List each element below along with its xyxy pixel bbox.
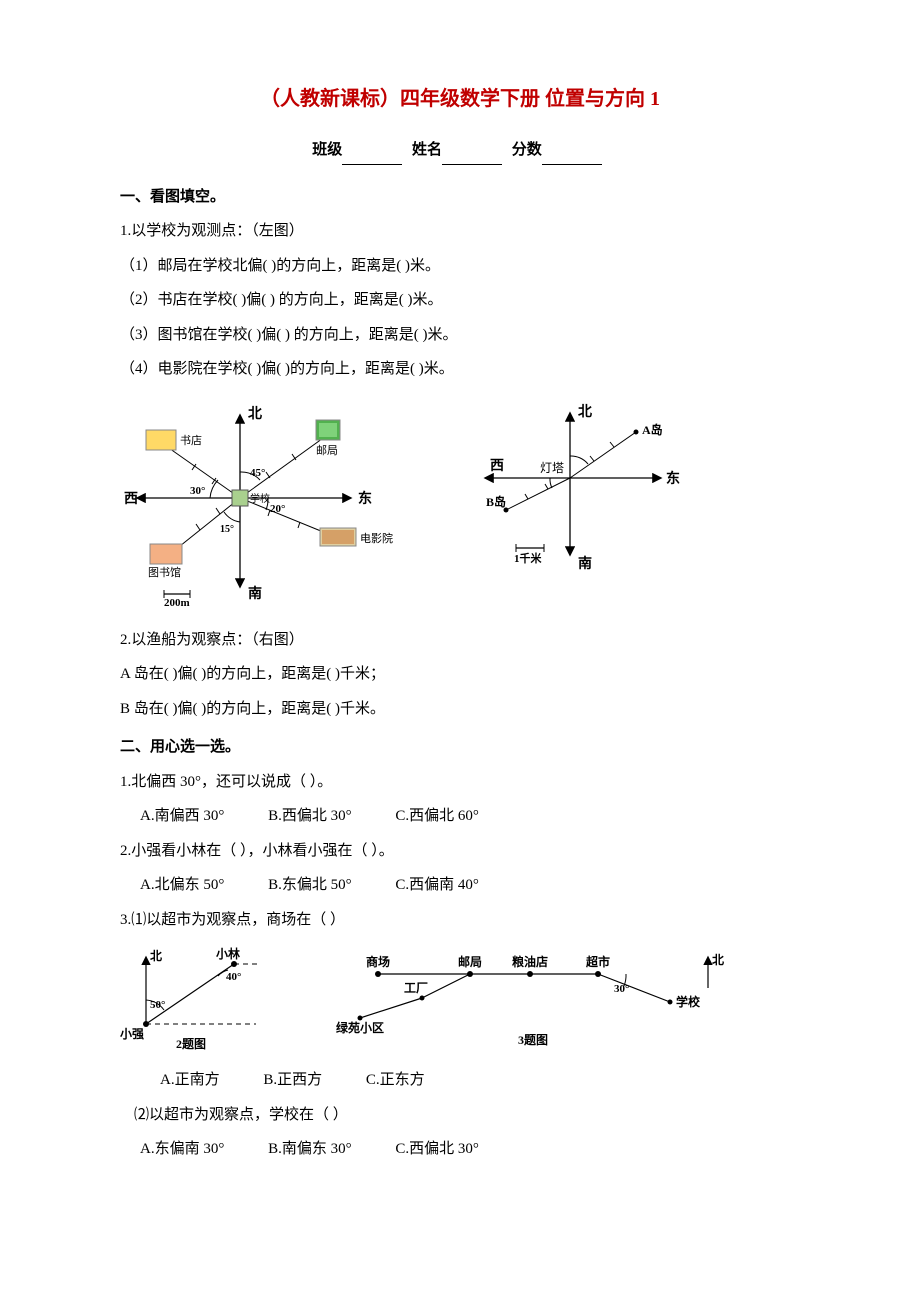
q2-intro: 2.以渔船为观察点：（右图） (120, 626, 800, 655)
fig1-south-label: 南 (248, 585, 262, 602)
figure-3: 北 小强 小林 50° 40° 2题图 (120, 944, 290, 1052)
name-label: 姓名 (412, 142, 442, 158)
name-blank[interactable] (442, 164, 502, 165)
fig1-west-label: 西 (124, 491, 138, 507)
score-blank[interactable] (542, 164, 602, 165)
fig3-xq: 小强 (120, 1026, 144, 1041)
class-blank[interactable] (342, 164, 402, 165)
s2-q2-A: A.北偏东 50° (140, 871, 224, 900)
fig1-library-label: 图书馆 (148, 565, 181, 579)
meta-line: 班级 姓名 分数 (120, 136, 800, 165)
fig2-south-label: 南 (578, 555, 592, 572)
fig4-liangyou: 粮油店 (512, 954, 548, 969)
q2-a: A 岛在( )偏( )的方向上，距离是( )千米； (120, 660, 800, 689)
q1-2: （2）书店在学校( )偏( ) 的方向上，距离是( )米。 (120, 286, 800, 315)
s2-q1-B: B.西偏北 30° (268, 802, 352, 831)
fig1-angle-45: 45° (250, 467, 265, 479)
s2-q1: 1.北偏西 30°，还可以说成（ ）。 (120, 768, 800, 797)
s2-q2-B: B.东偏北 50° (268, 871, 352, 900)
s2-q2: 2.小强看小林在（ ），小林看小强在（ ）。 (120, 837, 800, 866)
s2-q3-2-choices: A.东偏南 30° B.南偏东 30° C.西偏北 30° (140, 1135, 800, 1164)
figures-row-2: 北 小强 小林 50° 40° 2题图 (120, 944, 800, 1052)
fig1-angle-30: 30° (190, 485, 205, 497)
s2-q3-2-C: C.西偏北 30° (395, 1135, 479, 1164)
figure-1: 北 南 东 西 30° 45° 20° 15° 书店 (120, 398, 400, 608)
s2-q2-choices: A.北偏东 50° B.东偏北 50° C.西偏南 40° (140, 871, 800, 900)
fig1-angle-15: 15° (220, 524, 234, 535)
q1-intro: 1.以学校为观测点：（左图） (120, 217, 800, 246)
fig2-a-label: A岛 (642, 422, 663, 437)
s2-q2-C: C.西偏南 40° (395, 871, 479, 900)
fig4-lvyuan: 绿苑小区 (336, 1020, 384, 1035)
s2-q3: 3.⑴以超市为观察点，商场在（ ） (120, 906, 800, 935)
s2-q3-2-B: B.南偏东 30° (268, 1135, 352, 1164)
s2-q3-1-choices: A.正南方 B.正西方 C.正东方 (160, 1066, 800, 1095)
fig1-cinema-label: 电影院 (360, 531, 393, 545)
score-label: 分数 (512, 142, 542, 158)
fig1-east-label: 东 (358, 490, 372, 507)
fig1-bookstore-label: 书店 (180, 433, 202, 447)
fig4-xuexiao: 学校 (676, 994, 701, 1009)
s2-q1-A: A.南偏西 30° (140, 802, 224, 831)
section1-heading: 一、看图填空。 (120, 183, 800, 212)
q1-3: （3）图书馆在学校( )偏( ) 的方向上，距离是( )米。 (120, 321, 800, 350)
figures-row-1: 北 南 东 西 30° 45° 20° 15° 书店 (120, 398, 800, 608)
fig3-north: 北 (150, 948, 162, 963)
fig3-a50: 50° (150, 999, 165, 1011)
fig3-a40: 40° (226, 971, 241, 983)
s2-q3-1-C: C.正东方 (366, 1066, 425, 1095)
fig1-angle-20: 20° (270, 503, 285, 515)
fig4-shangchang: 商场 (366, 954, 390, 969)
q1-4: （4）电影院在学校( )偏( )的方向上，距离是( )米。 (120, 355, 800, 384)
fig2-west-label: 西 (490, 458, 504, 474)
fig2-b-label: B岛 (486, 494, 506, 509)
section2-heading: 二、用心选一选。 (120, 733, 800, 762)
fig1-scale-label: 200m (164, 597, 190, 608)
fig2-scale-label: 1千米 (514, 551, 542, 565)
s2-q3-2: ⑵以超市为观察点，学校在（ ） (134, 1101, 800, 1130)
s2-q1-choices: A.南偏西 30° B.西偏北 30° C.西偏北 60° (140, 802, 800, 831)
s2-q3-1-A: A.正南方 (160, 1066, 220, 1095)
q2-b: B 岛在( )偏( )的方向上，距离是( )千米。 (120, 695, 800, 724)
fig4-chaoshi: 超市 (585, 954, 610, 969)
class-label: 班级 (312, 142, 342, 158)
fig1-postoffice-label: 邮局 (316, 444, 338, 457)
s2-q3-2-A: A.东偏南 30° (140, 1135, 224, 1164)
figure-2: 北 南 东 西 A岛 B岛 灯塔 1千米 (460, 398, 680, 578)
fig4-north: 北 (712, 952, 724, 967)
fig1-school-label: 学校 (250, 492, 270, 505)
fig3-caption: 2题图 (176, 1037, 206, 1051)
fig4-caption: 3题图 (518, 1033, 548, 1047)
s2-q3-1-B: B.正西方 (263, 1066, 322, 1095)
fig2-north-label: 北 (578, 404, 592, 420)
s2-q1-C: C.西偏北 60° (395, 802, 479, 831)
page-title: （人教新课标）四年级数学下册 位置与方向 1 (120, 80, 800, 118)
fig2-center-label: 灯塔 (540, 461, 564, 475)
fig1-north-label: 北 (248, 406, 262, 422)
fig2-east-label: 东 (666, 470, 680, 487)
fig4-a30: 30° (614, 983, 629, 995)
figure-4: 商场 邮局 粮油店 超市 工厂 绿苑小区 学校 30° 北 3题图 (330, 944, 730, 1052)
fig4-youju: 邮局 (458, 954, 482, 969)
fig4-gongchang: 工厂 (404, 981, 428, 995)
q1-1: （1）邮局在学校北偏( )的方向上，距离是( )米。 (120, 252, 800, 281)
fig3-xl: 小林 (216, 946, 240, 961)
